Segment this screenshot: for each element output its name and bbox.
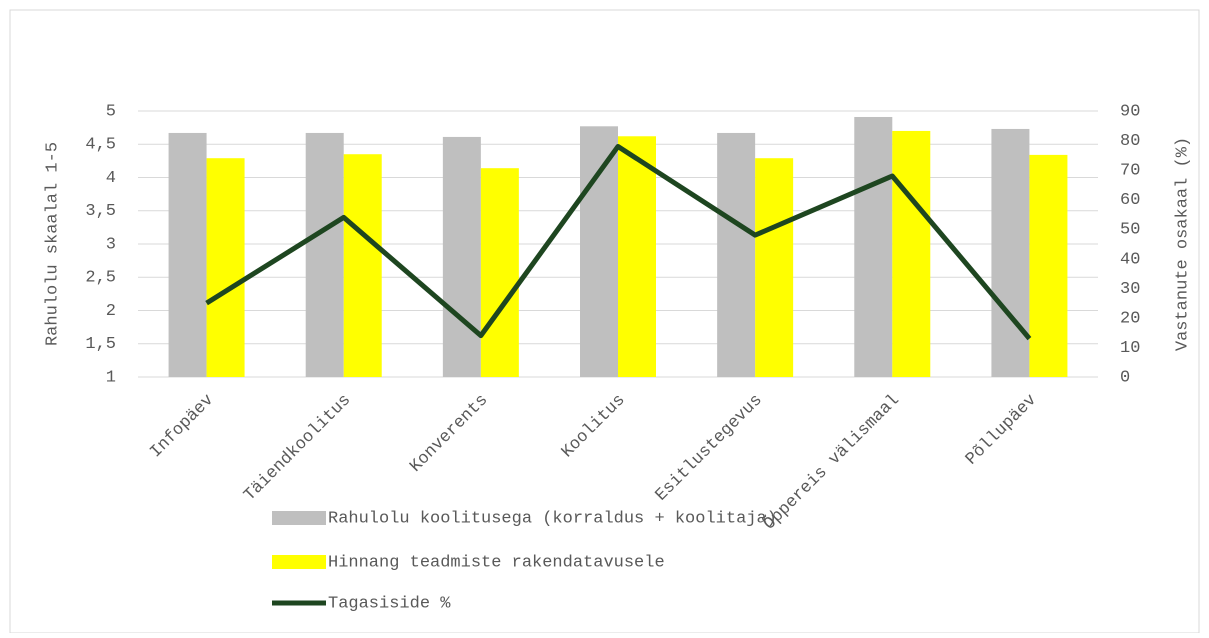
y2-tick-label: 60 xyxy=(1120,191,1140,210)
bar xyxy=(168,132,207,377)
line xyxy=(205,143,1032,341)
y-tick-label: 1 xyxy=(106,368,116,387)
y2-tick-label: 70 xyxy=(1120,162,1140,181)
legend-label: Rahulolu koolitusega (korraldus + koolit… xyxy=(328,509,777,528)
y2-axis-title: Vastanute osakaal (%) xyxy=(1173,137,1192,351)
bar xyxy=(892,130,931,377)
y-axis-title: Rahulolu skaalal 1-5 xyxy=(43,142,62,346)
bar xyxy=(206,158,245,377)
y2-tick-label: 40 xyxy=(1120,250,1140,269)
bar xyxy=(1029,154,1068,377)
y-tick-label: 2 xyxy=(106,302,116,321)
y-tick-label: 4 xyxy=(106,169,116,188)
bar xyxy=(343,154,382,377)
y-tick-label: 4,5 xyxy=(85,136,116,155)
bar xyxy=(305,132,344,377)
legend-label: Hinnang teadmiste rakendatavusele xyxy=(328,553,665,572)
y2-tick-label: 10 xyxy=(1120,339,1140,358)
bar xyxy=(580,126,618,377)
legend-swatch xyxy=(272,511,326,525)
bar xyxy=(717,132,756,377)
y-tick-label: 2,5 xyxy=(85,269,116,288)
y-tick-label: 3,5 xyxy=(85,202,116,221)
y-tick-label: 3 xyxy=(106,235,116,254)
y2-tick-label: 50 xyxy=(1120,221,1140,240)
y-tick-label: 1,5 xyxy=(85,335,116,354)
y2-tick-label: 20 xyxy=(1120,309,1140,328)
bar xyxy=(442,136,481,377)
y2-tick-label: 80 xyxy=(1120,132,1140,151)
bar xyxy=(618,136,656,377)
legend-label: Tagasiside % xyxy=(328,594,451,613)
y-tick-label: 5 xyxy=(106,102,116,121)
y2-tick-label: 90 xyxy=(1120,102,1140,121)
y2-tick-label: 30 xyxy=(1120,280,1140,299)
bar xyxy=(854,116,893,378)
y2-tick-label: 0 xyxy=(1120,368,1130,387)
bar xyxy=(755,158,794,377)
legend-swatch xyxy=(272,555,326,569)
bar xyxy=(991,128,1030,377)
bar xyxy=(480,168,519,377)
